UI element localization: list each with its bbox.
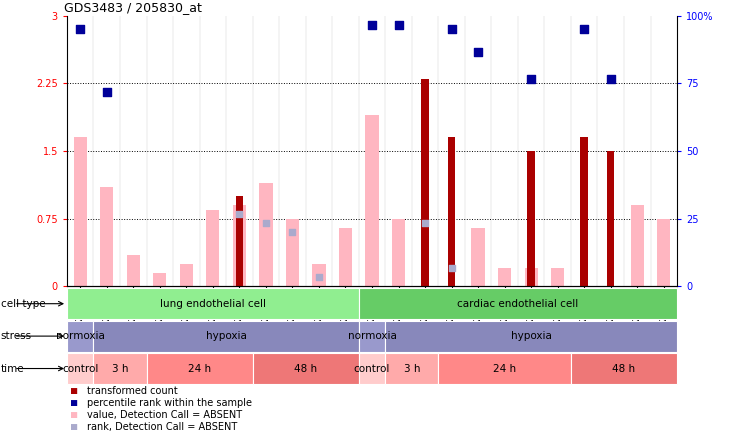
Bar bbox=[233, 205, 246, 286]
Point bbox=[313, 274, 325, 281]
Text: transformed count: transformed count bbox=[87, 386, 178, 396]
Bar bbox=[74, 138, 87, 286]
Point bbox=[234, 210, 246, 218]
Text: rank, Detection Call = ABSENT: rank, Detection Call = ABSENT bbox=[87, 422, 237, 432]
Text: hypoxia: hypoxia bbox=[510, 331, 551, 341]
Bar bbox=[67, 288, 359, 319]
Point bbox=[74, 26, 86, 33]
Bar bbox=[392, 219, 405, 286]
Bar bbox=[100, 187, 113, 286]
Text: percentile rank within the sample: percentile rank within the sample bbox=[87, 398, 252, 408]
Text: control: control bbox=[62, 364, 98, 373]
Text: cell type: cell type bbox=[1, 299, 45, 309]
Point bbox=[525, 75, 537, 82]
Bar bbox=[126, 255, 140, 286]
Bar bbox=[421, 79, 429, 286]
Bar bbox=[359, 321, 385, 352]
Bar bbox=[94, 353, 147, 384]
Bar bbox=[365, 115, 379, 286]
Bar bbox=[527, 151, 535, 286]
Bar bbox=[472, 228, 485, 286]
Bar bbox=[385, 353, 438, 384]
Bar bbox=[498, 268, 511, 286]
Text: cardiac endothelial cell: cardiac endothelial cell bbox=[458, 299, 579, 309]
Text: 48 h: 48 h bbox=[294, 364, 317, 373]
Bar bbox=[551, 268, 564, 286]
Bar bbox=[206, 210, 219, 286]
Bar bbox=[312, 264, 326, 286]
Bar bbox=[631, 205, 644, 286]
Bar bbox=[253, 353, 359, 384]
Text: hypoxia: hypoxia bbox=[205, 331, 246, 341]
Point bbox=[393, 21, 405, 28]
Text: 24 h: 24 h bbox=[493, 364, 516, 373]
Bar bbox=[259, 182, 272, 286]
Text: ■: ■ bbox=[71, 422, 77, 432]
Text: normoxia: normoxia bbox=[347, 331, 397, 341]
Bar bbox=[153, 273, 167, 286]
Bar bbox=[286, 219, 299, 286]
Bar bbox=[359, 353, 385, 384]
Text: ■: ■ bbox=[71, 398, 77, 408]
Point bbox=[260, 220, 272, 227]
Bar bbox=[448, 138, 455, 286]
Text: 48 h: 48 h bbox=[612, 364, 635, 373]
Text: value, Detection Call = ABSENT: value, Detection Call = ABSENT bbox=[87, 410, 243, 420]
Bar bbox=[236, 196, 243, 286]
Point bbox=[578, 26, 590, 33]
Point bbox=[100, 89, 112, 96]
Bar bbox=[438, 353, 571, 384]
Text: 3 h: 3 h bbox=[112, 364, 128, 373]
Text: ■: ■ bbox=[71, 386, 77, 396]
Point bbox=[446, 265, 458, 272]
Text: 3 h: 3 h bbox=[403, 364, 420, 373]
Text: ■: ■ bbox=[71, 410, 77, 420]
Point bbox=[605, 75, 617, 82]
Point bbox=[419, 220, 431, 227]
Text: stress: stress bbox=[1, 331, 32, 341]
Bar bbox=[580, 138, 588, 286]
Bar bbox=[571, 353, 677, 384]
Bar bbox=[359, 288, 677, 319]
Bar bbox=[180, 264, 193, 286]
Text: control: control bbox=[354, 364, 390, 373]
Bar bbox=[67, 321, 94, 352]
Text: 24 h: 24 h bbox=[188, 364, 211, 373]
Text: normoxia: normoxia bbox=[56, 331, 105, 341]
Point bbox=[286, 229, 298, 236]
Text: time: time bbox=[1, 364, 25, 373]
Text: lung endothelial cell: lung endothelial cell bbox=[160, 299, 266, 309]
Bar bbox=[147, 353, 253, 384]
Text: GDS3483 / 205830_at: GDS3483 / 205830_at bbox=[64, 1, 202, 14]
Point bbox=[446, 26, 458, 33]
Point bbox=[472, 48, 484, 55]
Point bbox=[366, 21, 378, 28]
Bar bbox=[339, 228, 352, 286]
Bar bbox=[94, 321, 359, 352]
Bar bbox=[657, 219, 670, 286]
Bar bbox=[607, 151, 615, 286]
Bar bbox=[67, 353, 94, 384]
Bar bbox=[385, 321, 677, 352]
Bar bbox=[525, 268, 538, 286]
